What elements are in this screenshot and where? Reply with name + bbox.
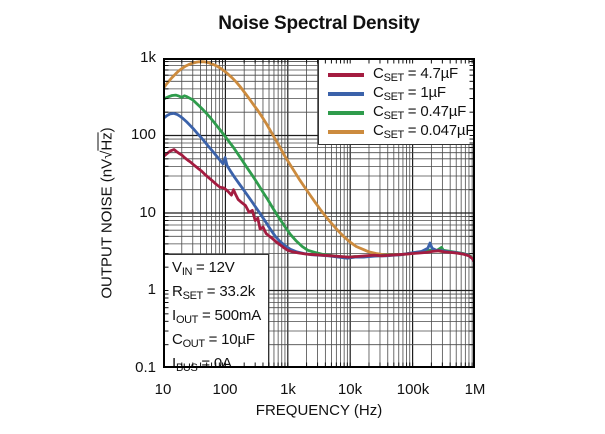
legend-item-cset-0.47uf: CSET = 0.47µF <box>328 103 474 122</box>
y-tick-100: 100 <box>130 126 156 143</box>
conditions-box: VIN = 12V RSET = 33.2k IOUT = 500mA COUT… <box>164 254 269 374</box>
legend-swatch-red <box>328 72 364 77</box>
legend-item-cset-4.7uf: CSET = 4.7µF <box>328 65 474 84</box>
y-tick-10: 10 <box>139 204 156 221</box>
x-tick-10k: 10k <box>337 381 363 398</box>
x-tick-100k: 100k <box>396 381 430 398</box>
chart-title: Noise Spectral Density <box>218 13 420 34</box>
legend: CSET = 4.7µF CSET = 1µF CSET = 0.47µF CS… <box>318 59 474 145</box>
legend-item-cset-0.047uf: CSET = 0.047µF <box>328 122 474 141</box>
y-tick-1: 1 <box>147 281 156 298</box>
x-tick-1M: 1M <box>464 381 486 398</box>
legend-swatch-blue <box>328 91 364 96</box>
x-tick-100: 100 <box>212 381 238 398</box>
y-tick-1k: 1k <box>140 49 156 66</box>
legend-item-cset-1uf: CSET = 1µF <box>328 84 474 103</box>
y-axis-label: OUTPUT NOISE (nV√Hz) <box>98 127 116 299</box>
legend-label: CSET = 1µF <box>373 84 446 103</box>
condition-cout: COUT = 10µF <box>172 331 255 350</box>
condition-ibus: IBUS = 0A <box>172 355 232 374</box>
x-tick-10: 10 <box>154 381 172 398</box>
condition-vin: VIN = 12V <box>172 259 235 278</box>
legend-swatch-orange <box>328 129 364 134</box>
x-axis-label: FREQUENCY (Hz) <box>255 402 383 419</box>
condition-rset: RSET = 33.2k <box>172 283 256 302</box>
x-tick-1k: 1k <box>280 381 296 398</box>
legend-swatch-green <box>328 110 364 115</box>
legend-label: CSET = 0.47µF <box>373 103 467 122</box>
y-tick-0.1: 0.1 <box>135 359 156 376</box>
condition-iout: IOUT = 500mA <box>172 307 262 326</box>
legend-label: CSET = 0.047µF <box>373 122 475 141</box>
legend-label: CSET = 4.7µF <box>373 65 458 84</box>
